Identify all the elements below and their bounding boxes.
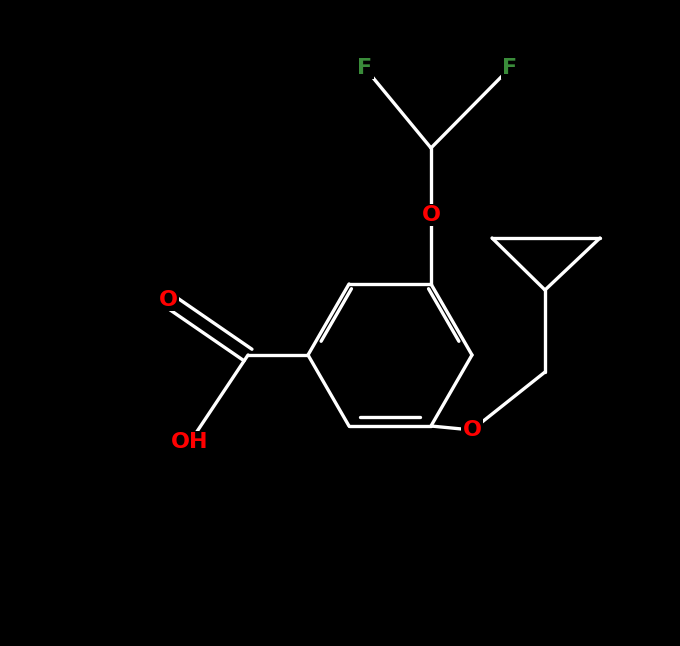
Text: OH: OH — [171, 432, 209, 452]
Text: F: F — [358, 58, 373, 78]
Text: O: O — [422, 205, 441, 225]
Text: O: O — [462, 420, 481, 440]
Text: O: O — [158, 290, 177, 310]
Text: F: F — [503, 58, 517, 78]
